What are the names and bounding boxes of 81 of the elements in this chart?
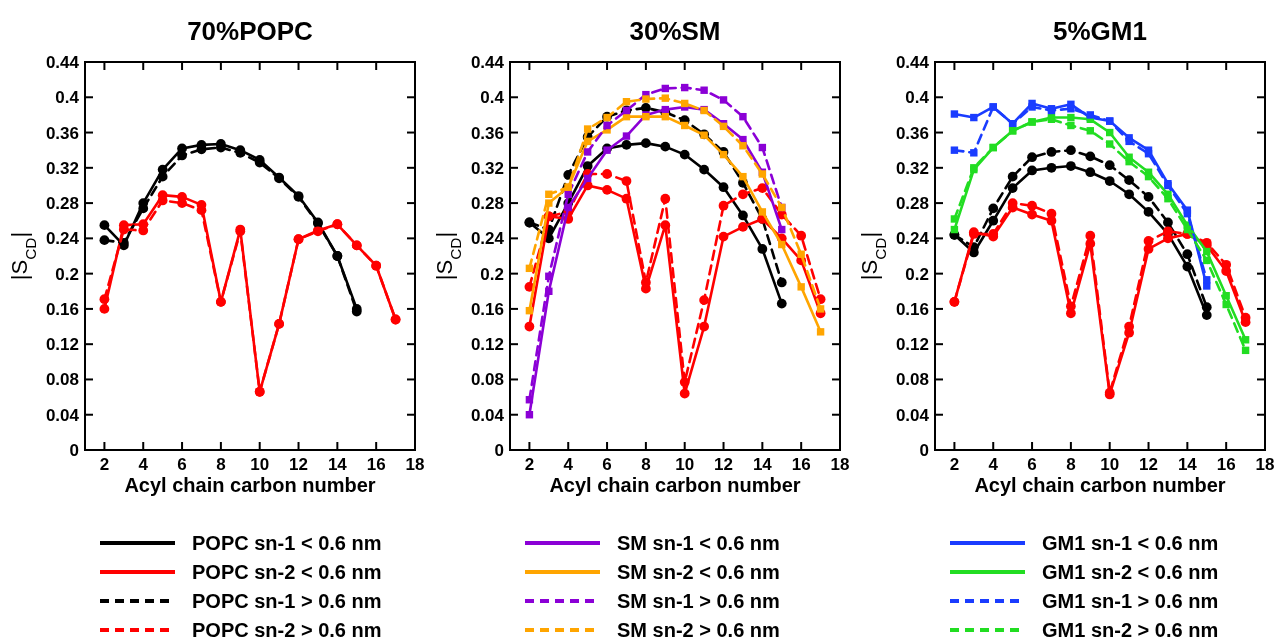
x-tick-label: 2: [949, 455, 960, 474]
x-tick-label: 8: [641, 455, 651, 474]
y-tick-label: 0.24: [45, 229, 80, 249]
x-tick-label: 6: [177, 455, 187, 474]
x-tick-label: 4: [563, 455, 574, 474]
legend-label: SM sn-2 < 0.6 nm: [617, 561, 780, 583]
y-tick-label: 0.36: [470, 123, 504, 143]
y-tick-label: 0.44: [45, 53, 80, 72]
x-tick-label: 12: [1139, 455, 1158, 474]
x-tick-label: 2: [524, 455, 535, 474]
y-tick-label: 0.32: [895, 158, 929, 178]
x-tick-label: 12: [714, 455, 733, 474]
x-tick-label: 12: [289, 455, 308, 474]
legend-label: GM1 sn-2 < 0.6 nm: [1042, 561, 1219, 583]
y-tick-label: 0.08: [45, 370, 79, 390]
y-tick-label: 0.36: [895, 123, 929, 143]
x-tick-label: 18: [830, 455, 850, 474]
x-axis-title: Acyl chain carbon number: [124, 474, 376, 496]
x-tick-label: 6: [602, 455, 612, 474]
legend-label: POPC sn-1 < 0.6 nm: [192, 532, 382, 554]
x-tick-label: 14: [327, 455, 348, 474]
legend-label: SM sn-2 > 0.6 nm: [617, 619, 780, 640]
legend-label: GM1 sn-1 < 0.6 nm: [1042, 532, 1219, 554]
x-axis-title: Acyl chain carbon number: [974, 474, 1226, 496]
y-tick-label: 0.32: [470, 158, 504, 178]
x-tick-label: 14: [752, 455, 773, 474]
x-tick-label: 8: [216, 455, 226, 474]
x-tick-label: 16: [366, 455, 386, 474]
y-tick-label: 0.2: [480, 264, 504, 284]
y-tick-label: 0: [494, 441, 504, 460]
y-tick-label: 0.04: [45, 405, 80, 425]
legend-label: SM sn-1 > 0.6 nm: [617, 590, 780, 612]
y-tick-label: 0.04: [895, 405, 930, 425]
y-tick-label: 0.24: [895, 229, 930, 249]
x-tick-label: 4: [988, 455, 999, 474]
x-tick-label: 16: [1216, 455, 1236, 474]
legend-label: POPC sn-2 > 0.6 nm: [192, 619, 382, 640]
x-tick-label: 14: [1177, 455, 1198, 474]
y-tick-label: 0: [69, 441, 79, 460]
y-tick-label: 0.08: [470, 370, 504, 390]
chart-title: 30%SM: [629, 16, 721, 46]
y-tick-label: 0.12: [470, 335, 504, 355]
x-tick-label: 16: [791, 455, 811, 474]
y-tick-label: 0.4: [480, 88, 505, 108]
y-tick-label: 0.2: [55, 264, 79, 284]
chart-title: 5%GM1: [1053, 16, 1147, 46]
y-tick-label: 0.44: [470, 53, 505, 72]
legend-label: GM1 sn-2 > 0.6 nm: [1042, 619, 1219, 640]
x-tick-label: 10: [1100, 455, 1120, 474]
y-tick-label: 0.32: [45, 158, 79, 178]
chart-title: 70%POPC: [187, 16, 314, 46]
y-tick-label: 0.44: [895, 53, 930, 72]
x-tick-label: 2: [99, 455, 110, 474]
legend-label: GM1 sn-1 > 0.6 nm: [1042, 590, 1219, 612]
y-tick-label: 0.12: [45, 335, 79, 355]
x-tick-label: 4: [138, 455, 149, 474]
x-tick-label: 10: [250, 455, 270, 474]
y-tick-label: 0.16: [45, 299, 79, 319]
y-tick-label: 0.28: [895, 194, 929, 214]
x-tick-label: 8: [1066, 455, 1076, 474]
legend-label: SM sn-1 < 0.6 nm: [617, 532, 780, 554]
y-tick-label: 0.2: [905, 264, 929, 284]
x-axis-title: Acyl chain carbon number: [549, 474, 801, 496]
legend-label: POPC sn-2 < 0.6 nm: [192, 561, 382, 583]
y-tick-label: 0.28: [470, 194, 504, 214]
y-tick-label: 0.16: [895, 299, 929, 319]
y-tick-label: 0.16: [470, 299, 504, 319]
y-tick-label: 0.24: [470, 229, 505, 249]
x-tick-label: 18: [405, 455, 425, 474]
x-tick-label: 10: [675, 455, 695, 474]
y-tick-label: 0.08: [895, 370, 929, 390]
x-tick-label: 18: [1255, 455, 1275, 474]
y-tick-label: 0.4: [905, 88, 930, 108]
y-tick-label: 0.36: [45, 123, 79, 143]
y-tick-label: 0.4: [55, 88, 80, 108]
y-tick-label: 0: [919, 441, 929, 460]
legend-label: POPC sn-1 > 0.6 nm: [192, 590, 382, 612]
y-tick-label: 0.28: [45, 194, 79, 214]
y-tick-label: 0.04: [470, 405, 505, 425]
y-tick-label: 0.12: [895, 335, 929, 355]
x-tick-label: 6: [1027, 455, 1037, 474]
